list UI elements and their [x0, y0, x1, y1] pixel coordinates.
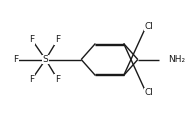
- Text: S: S: [43, 55, 49, 64]
- Text: NH₂: NH₂: [168, 55, 185, 64]
- Text: F: F: [29, 35, 35, 44]
- Text: Cl: Cl: [144, 22, 153, 31]
- Text: F: F: [55, 35, 60, 44]
- Text: F: F: [55, 75, 60, 84]
- Text: Cl: Cl: [144, 88, 153, 97]
- Text: F: F: [29, 75, 35, 84]
- Text: F: F: [13, 55, 18, 64]
